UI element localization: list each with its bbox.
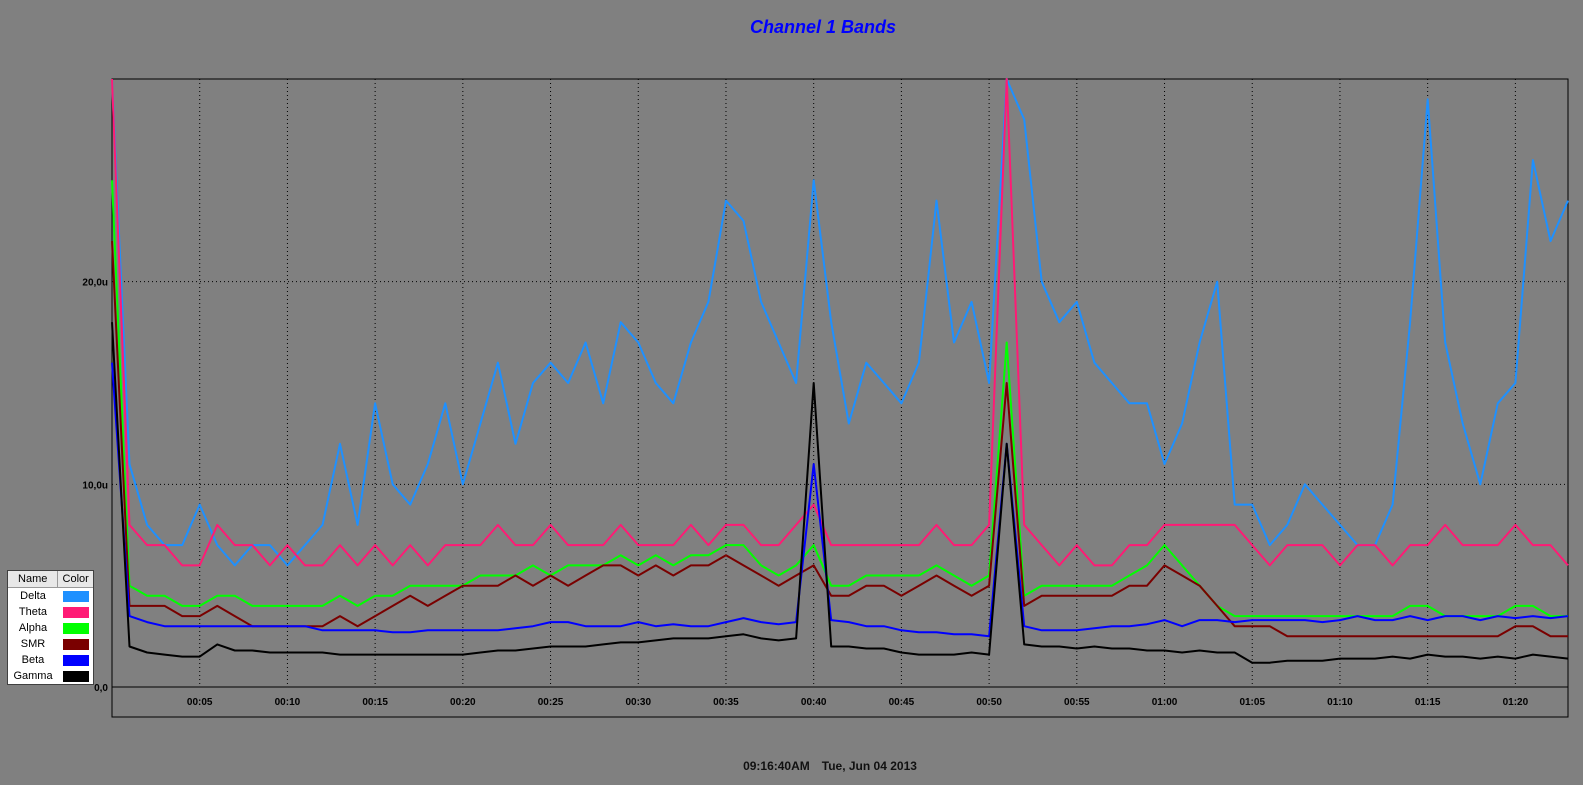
- x-tick-label: 00:20: [450, 697, 476, 708]
- legend-header: Name Color: [8, 571, 93, 588]
- legend-swatch: [63, 622, 89, 634]
- legend-label: SMR: [20, 638, 46, 650]
- x-tick-label: 00:40: [801, 697, 827, 708]
- x-tick-label: 00:50: [976, 697, 1002, 708]
- legend-color-header: Color: [62, 573, 89, 585]
- status-footer: 09:16:40AM Tue, Jun 04 2013: [0, 759, 1583, 773]
- x-tick-label: 00:30: [625, 697, 651, 708]
- axis-ticks: 0,0 10,0u 20,0u 00:05 00:10 00:15 00:20 00:25 00…: [82, 278, 1528, 708]
- legend-swatch: [63, 638, 89, 650]
- footer-date: Tue, Jun 04 2013: [821, 759, 917, 773]
- x-tick-label: 01:00: [1152, 697, 1178, 708]
- series-line-theta: [111, 78, 1569, 567]
- x-tick-label: 00:45: [889, 697, 915, 708]
- legend-name-header: Name: [8, 571, 59, 587]
- y-tick-label: 0,0: [94, 683, 108, 694]
- series-line-gamma: [111, 322, 1569, 664]
- legend-label: Beta: [21, 654, 45, 666]
- legend-label: Gamma: [13, 670, 53, 682]
- x-tick-label: 00:35: [713, 697, 739, 708]
- legend-swatch: [63, 606, 89, 618]
- legend-label: Theta: [18, 606, 48, 618]
- series-layer: [111, 78, 1569, 664]
- x-tick-label: 00:10: [275, 697, 301, 708]
- x-tick-label: 01:10: [1327, 697, 1353, 708]
- legend-swatch: [63, 670, 89, 682]
- series-line-delta: [111, 78, 1569, 567]
- legend-item-delta: Delta: [8, 588, 93, 604]
- x-tick-label: 00:05: [187, 697, 213, 708]
- plot-frame: [111, 78, 1569, 718]
- legend-item-beta: Beta: [8, 652, 93, 668]
- legend-item-theta: Theta: [8, 604, 93, 620]
- x-tick-label: 00:25: [538, 697, 564, 708]
- legend-swatch: [63, 590, 89, 602]
- legend-label: Delta: [20, 590, 46, 602]
- legend-label: Alpha: [18, 622, 48, 634]
- legend: Name Color Delta Theta Alpha SMR Beta Ga…: [7, 570, 94, 685]
- series-line-alpha: [111, 180, 1568, 618]
- legend-swatch: [63, 654, 89, 666]
- legend-item-gamma: Gamma: [8, 668, 93, 684]
- legend-item-alpha: Alpha: [8, 620, 93, 636]
- x-tick-label: 01:20: [1503, 697, 1529, 708]
- x-tick-label: 01:05: [1239, 697, 1265, 708]
- y-tick-label: 10,0u: [82, 480, 108, 491]
- y-tick-label: 20,0u: [82, 278, 108, 289]
- x-tick-label: 00:55: [1064, 697, 1090, 708]
- legend-item-smr: SMR: [8, 636, 93, 652]
- footer-time: 09:16:40AM: [743, 759, 810, 773]
- series-line-smr: [111, 241, 1568, 638]
- x-tick-label: 00:15: [362, 697, 388, 708]
- x-tick-label: 01:15: [1415, 697, 1441, 708]
- series-line-beta: [111, 362, 1569, 638]
- chart-title: Channel 1 Bands: [749, 17, 897, 37]
